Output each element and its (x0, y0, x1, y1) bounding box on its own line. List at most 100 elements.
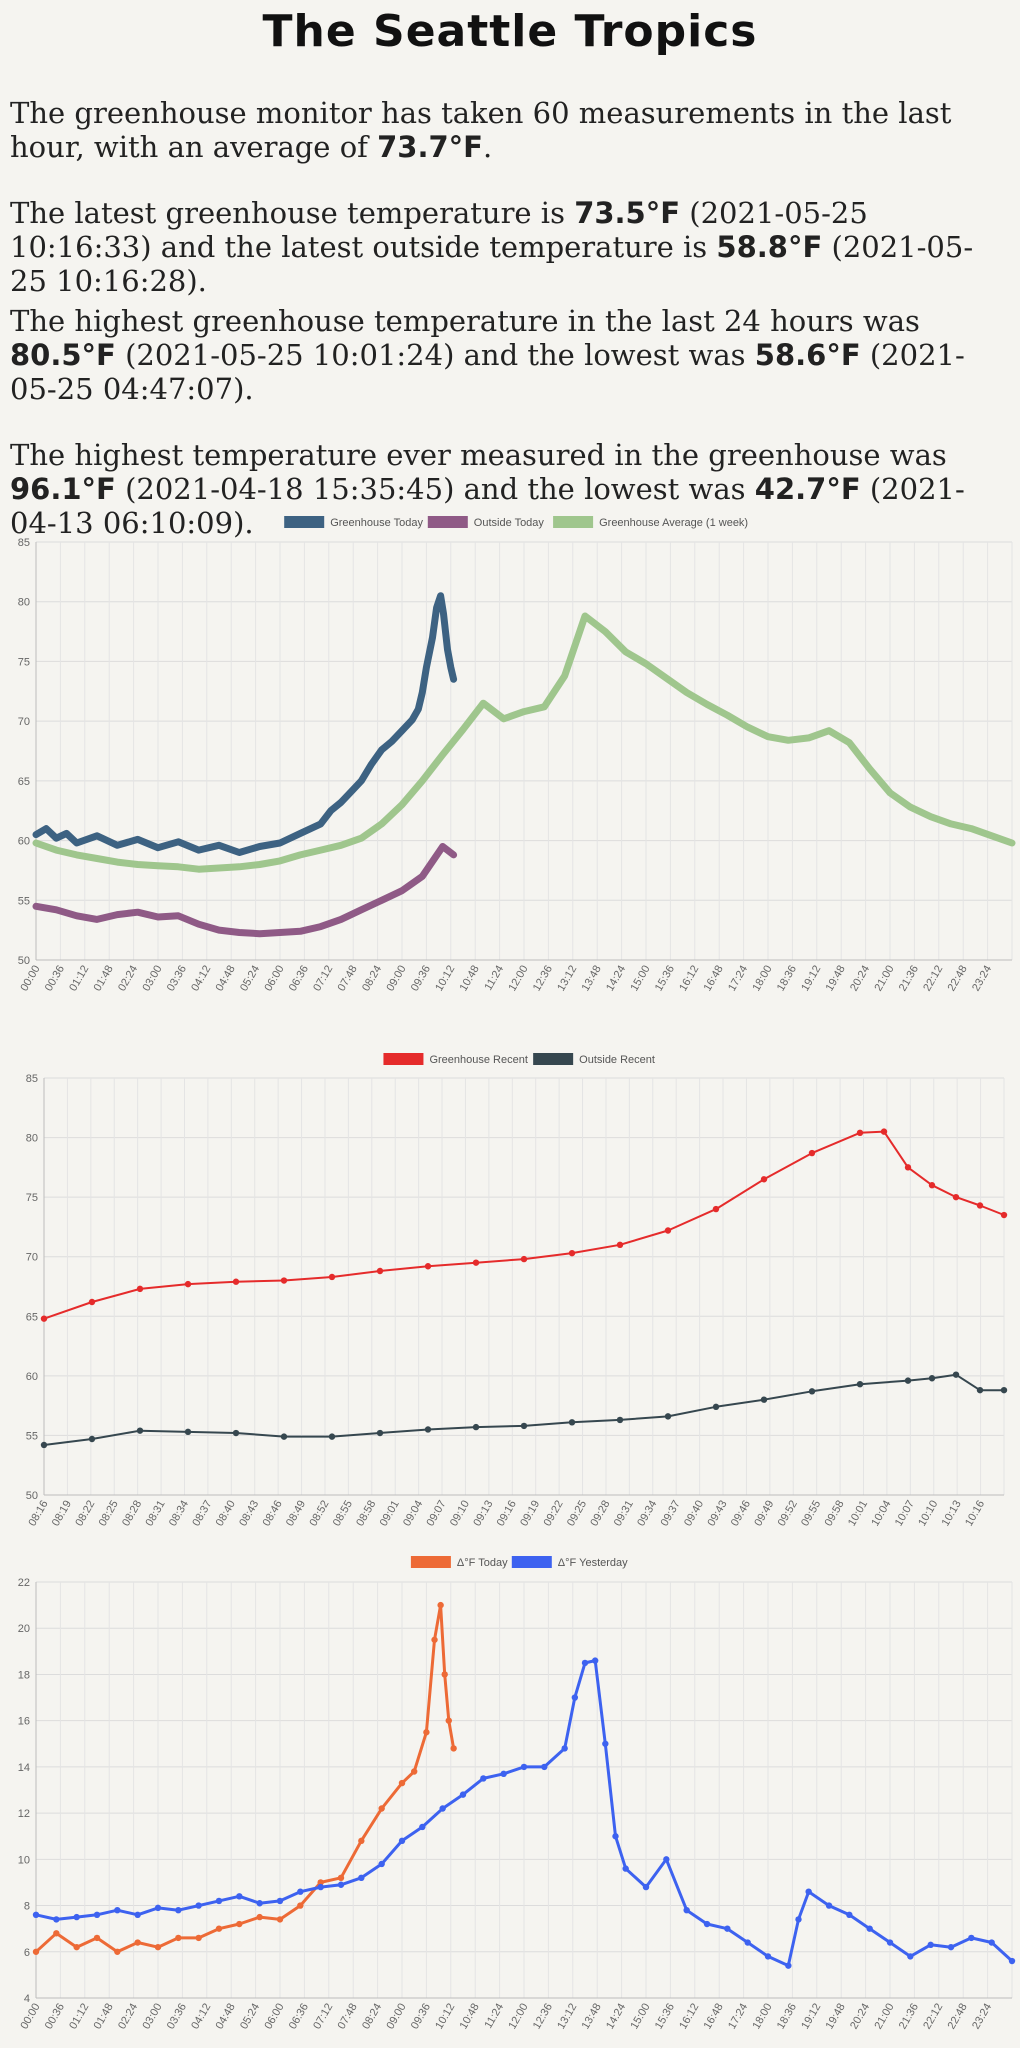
legend-label-0[interactable]: Greenhouse Today (330, 517, 423, 529)
legend-swatch-0[interactable] (383, 1053, 424, 1065)
data-point (280, 1277, 288, 1284)
x-tick-label: 02:24 (116, 2002, 140, 2032)
x-tick-label: 09:43 (705, 1499, 729, 1529)
x-tick-label: 14:24 (604, 2002, 628, 2032)
y-tick-label: 55 (26, 1430, 38, 1442)
data-point (411, 1768, 418, 1775)
data-point (423, 1729, 430, 1736)
data-point (764, 1953, 772, 1960)
data-point (976, 1202, 984, 1209)
data-point (904, 1377, 912, 1384)
y-tick-label: 65 (26, 1311, 38, 1323)
x-tick-label: 08:19 (50, 1499, 74, 1529)
y-tick-label: 60 (18, 836, 30, 848)
x-tick-label: 09:55 (799, 1499, 823, 1529)
x-tick-label: 22:12 (921, 964, 945, 994)
data-point (976, 1386, 984, 1394)
legend-label-1[interactable]: Outside Recent (579, 1054, 655, 1066)
x-tick-label: 13:48 (580, 2002, 604, 2032)
x-tick-label: 08:58 (354, 1499, 378, 1529)
data-point (441, 1671, 448, 1678)
high-24h: 80.5°F (10, 338, 116, 372)
chart-today: 50 55 60 65 70 75 80 85 00:00 00:36 01:12 01:48 02:2… (18, 516, 1016, 994)
legend-label-1[interactable]: Δ°F Yesterday (558, 1557, 628, 1569)
data-point (846, 1911, 853, 1918)
x-tick-label: 16:12 (677, 2002, 701, 2032)
legend-label-0[interactable]: Δ°F Today (457, 1557, 508, 1569)
y-tick-label: 14 (18, 1762, 30, 1774)
data-point (73, 1943, 80, 1951)
data-point (195, 1902, 202, 1909)
x-tick-label: 18:00 (750, 964, 774, 994)
x-tick-label: 18:36 (775, 964, 799, 994)
data-point (376, 1267, 384, 1275)
data-point (880, 1128, 888, 1135)
x-tick-label: 09:22 (542, 1499, 566, 1529)
data-point (612, 1833, 619, 1840)
data-point (808, 1149, 816, 1157)
x-tick-label: 08:55 (331, 1499, 355, 1529)
summary-latest: The latest greenhouse temperature is 73.… (10, 196, 1010, 298)
y-tick-label: 70 (26, 1252, 38, 1264)
data-point (53, 1916, 60, 1923)
data-point (825, 1902, 833, 1909)
y-tick-label: 22 (18, 1577, 30, 1589)
legend-swatch-2[interactable] (553, 516, 594, 528)
data-point (616, 1416, 624, 1424)
data-point (337, 1881, 345, 1888)
x-tick-label: 04:12 (189, 2002, 213, 2032)
x-tick-label: 09:58 (823, 1499, 847, 1529)
data-point (32, 1948, 40, 1955)
data-point (93, 1911, 101, 1918)
data-point (32, 1911, 40, 1918)
legend-swatch-1[interactable] (427, 516, 468, 528)
y-tick-label: 4 (24, 1993, 30, 2005)
series-line-2 (32, 612, 1016, 873)
data-point (358, 1874, 365, 1882)
x-tick-label: 13:12 (555, 964, 579, 994)
x-tick-label: 08:24 (360, 2002, 384, 2032)
data-point (568, 1419, 576, 1426)
x-tick-label: 09:34 (635, 1499, 659, 1529)
x-tick-label: 08:34 (167, 1499, 191, 1529)
legend-label-1[interactable]: Outside Today (474, 517, 545, 529)
legend-swatch-0[interactable] (284, 516, 325, 528)
p3-text-1: The highest greenhouse temperature in th… (10, 304, 920, 338)
data-point (154, 1943, 162, 1951)
data-point (952, 1193, 960, 1201)
data-point (866, 1925, 873, 1932)
data-point (988, 1939, 995, 1946)
x-tick-label: 08:16 (26, 1499, 50, 1529)
legend-swatch-1[interactable] (533, 1053, 574, 1065)
x-tick-label: 09:04 (401, 1499, 425, 1529)
data-point (591, 1657, 599, 1664)
x-tick-label: 00:00 (18, 2002, 42, 2032)
legend-label-0[interactable]: Greenhouse Recent (429, 1054, 527, 1066)
data-point (40, 1315, 48, 1322)
x-tick-label: 01:48 (92, 964, 116, 994)
legend-swatch-1[interactable] (511, 1556, 552, 1568)
p2-text-3: (2021-05-25 10:16:28). (10, 230, 974, 298)
data-point (184, 1428, 192, 1436)
x-tick-label: 10:12 (433, 964, 457, 994)
data-point (1000, 1386, 1008, 1394)
data-point (571, 1694, 579, 1701)
data-point (439, 1805, 446, 1812)
x-tick-label: 08:22 (73, 1499, 97, 1529)
x-tick-label: 04:48 (214, 964, 238, 994)
x-tick-label: 08:25 (97, 1499, 121, 1529)
legend-swatch-0[interactable] (410, 1556, 451, 1568)
data-point (215, 1925, 223, 1932)
measurement-count: 60 (532, 96, 570, 130)
data-point (337, 1874, 345, 1882)
data-point (561, 1745, 568, 1752)
data-point (398, 1779, 406, 1787)
x-tick-label: 10:07 (893, 1499, 917, 1529)
legend-label-2[interactable]: Greenhouse Average (1 week) (599, 517, 748, 529)
y-tick-label: 20 (18, 1623, 30, 1635)
x-tick-label: 22:48 (946, 964, 970, 994)
x-tick-label: 05:24 (238, 964, 262, 994)
x-tick-label: 08:43 (237, 1499, 261, 1529)
x-tick-label: 09:16 (495, 1499, 519, 1529)
x-tick-label: 10:04 (869, 1499, 893, 1529)
